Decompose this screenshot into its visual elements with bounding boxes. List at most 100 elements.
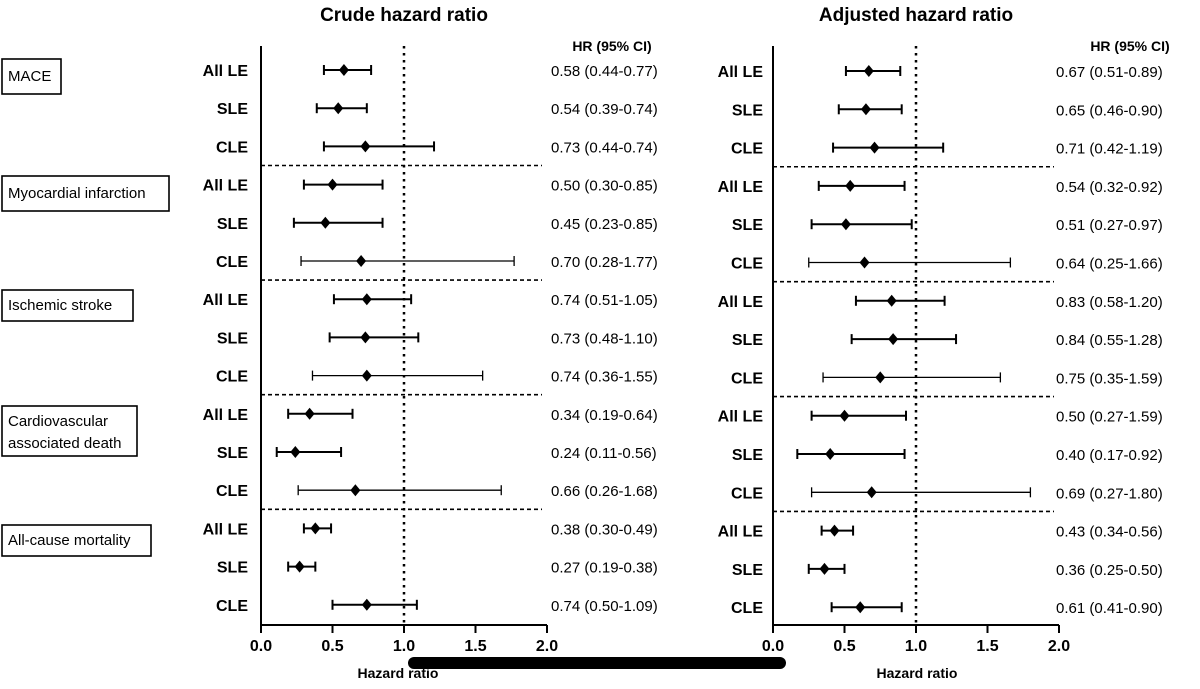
row-label: SLE [732, 102, 763, 119]
hr-point-diamond [869, 141, 880, 154]
hr-ci-header: HR (95% CI) [572, 38, 651, 54]
hr-ci-value: 0.70 (0.28-1.77) [551, 254, 658, 271]
hr-ci-value: 0.74 (0.51-1.05) [551, 292, 658, 309]
hr-point-diamond [356, 255, 367, 267]
row-label: CLE [731, 141, 763, 158]
hr-ci-value: 0.71 (0.42-1.19) [1056, 141, 1163, 158]
row-label: All LE [203, 407, 249, 424]
hr-ci-value: 0.65 (0.46-0.90) [1056, 102, 1163, 119]
outcome-label: MACE [8, 68, 51, 85]
hr-ci-value: 0.74 (0.36-1.55) [551, 369, 658, 386]
hr-ci-value: 0.51 (0.27-0.97) [1056, 217, 1163, 234]
panel-title-2: Adjusted hazard ratio [819, 5, 1013, 26]
row-label: All LE [718, 409, 764, 426]
row-label: SLE [217, 445, 248, 462]
hr-ci-value: 0.61 (0.41-0.90) [1056, 600, 1163, 617]
row-label: SLE [217, 101, 248, 118]
hr-point-diamond [320, 216, 331, 229]
outcome-label-box [1, 524, 152, 557]
row-label: CLE [731, 370, 763, 387]
outcome-label: associated death [8, 435, 121, 452]
x-tick-label: 0.0 [250, 638, 272, 655]
row-label: SLE [217, 216, 248, 233]
hr-ci-value: 0.58 (0.44-0.77) [551, 63, 658, 80]
x-axis-title: Hazard ratio [877, 665, 958, 681]
x-tick-label: 1.0 [905, 638, 927, 655]
row-label: CLE [216, 139, 248, 156]
hr-ci-value: 0.40 (0.17-0.92) [1056, 447, 1163, 464]
hr-point-diamond [294, 560, 305, 573]
hr-point-diamond [304, 407, 315, 420]
x-tick-label: 2.0 [1048, 638, 1070, 655]
hr-point-diamond [886, 294, 897, 307]
hr-ci-value: 0.54 (0.39-0.74) [551, 101, 658, 118]
row-label: SLE [732, 217, 763, 234]
hr-ci-value: 0.69 (0.27-1.80) [1056, 485, 1163, 502]
row-label: CLE [216, 483, 248, 500]
panel-title-1: Crude hazard ratio [320, 5, 488, 26]
outcome-label-box [1, 289, 134, 322]
hr-ci-value: 0.64 (0.25-1.66) [1056, 256, 1163, 273]
x-tick-label: 0.0 [762, 638, 784, 655]
row-label: SLE [732, 447, 763, 464]
hr-point-diamond [866, 486, 877, 499]
x-tick-label: 1.5 [464, 638, 486, 655]
hr-ci-value: 0.36 (0.25-0.50) [1056, 562, 1163, 579]
row-label: All LE [718, 179, 764, 196]
x-tick-label: 1.0 [393, 638, 415, 655]
hr-point-diamond [819, 562, 830, 575]
outcome-label: Ischemic stroke [8, 297, 112, 314]
row-label: CLE [216, 254, 248, 271]
row-label: SLE [732, 562, 763, 579]
hr-ci-value: 0.75 (0.35-1.59) [1056, 370, 1163, 387]
hr-point-diamond [327, 178, 338, 191]
hr-ci-value: 0.83 (0.58-1.20) [1056, 294, 1163, 311]
hr-point-diamond [360, 331, 371, 344]
hr-ci-value: 0.27 (0.19-0.38) [551, 560, 658, 577]
hr-ci-header: HR (95% CI) [1090, 38, 1169, 54]
row-label: SLE [217, 330, 248, 347]
hr-point-diamond [338, 64, 349, 76]
hr-ci-value: 0.74 (0.50-1.09) [551, 598, 658, 615]
hr-ci-value: 0.84 (0.55-1.28) [1056, 332, 1163, 349]
hr-point-diamond [361, 369, 372, 382]
hr-point-diamond [333, 102, 344, 115]
hr-ci-value: 0.73 (0.44-0.74) [551, 139, 658, 156]
hr-ci-value: 0.34 (0.19-0.64) [551, 407, 658, 424]
row-label: All LE [718, 64, 764, 81]
hr-point-diamond [839, 409, 850, 422]
hr-ci-value: 0.54 (0.32-0.92) [1056, 179, 1163, 196]
scroll-indicator-bar [408, 657, 786, 669]
row-label: CLE [731, 485, 763, 502]
row-label: CLE [216, 369, 248, 386]
hr-point-diamond [888, 333, 899, 346]
row-label: SLE [217, 560, 248, 577]
row-label: All LE [203, 521, 249, 538]
hr-point-diamond [840, 218, 851, 231]
hr-point-diamond [290, 446, 301, 458]
row-label: SLE [732, 332, 763, 349]
hr-point-diamond [825, 448, 836, 460]
x-tick-label: 2.0 [536, 638, 558, 655]
hr-ci-value: 0.38 (0.30-0.49) [551, 521, 658, 538]
hr-ci-value: 0.50 (0.30-0.85) [551, 178, 658, 195]
hr-point-diamond [859, 256, 870, 269]
hr-ci-value: 0.43 (0.34-0.56) [1056, 524, 1163, 541]
hr-point-diamond [310, 522, 321, 535]
hr-point-diamond [845, 179, 856, 192]
hr-ci-value: 0.73 (0.48-1.10) [551, 330, 658, 347]
hr-point-diamond [829, 524, 840, 537]
hr-ci-value: 0.45 (0.23-0.85) [551, 216, 658, 233]
hr-point-diamond [860, 103, 871, 116]
row-label: All LE [203, 178, 249, 195]
row-label: All LE [203, 63, 249, 80]
x-tick-label: 0.5 [833, 638, 855, 655]
hr-ci-value: 0.66 (0.26-1.68) [551, 483, 658, 500]
outcome-label: Myocardial infarction [8, 185, 146, 202]
outcome-label-box [1, 58, 62, 95]
row-label: CLE [731, 256, 763, 273]
x-tick-label: 1.5 [976, 638, 998, 655]
hr-point-diamond [863, 65, 874, 77]
